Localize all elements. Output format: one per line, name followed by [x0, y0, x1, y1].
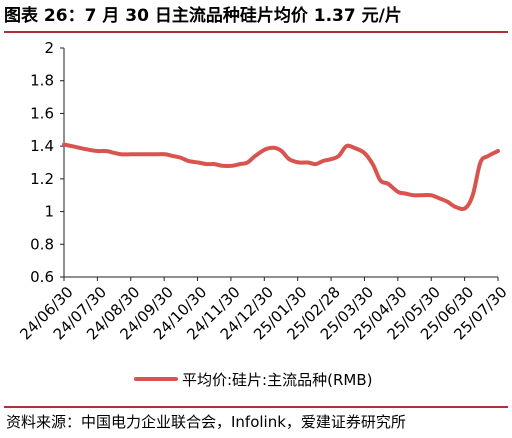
figure-title: 图表 26：7 月 30 日主流品种硅片均价 1.37 元/片	[4, 6, 402, 26]
y-tick-label: 1.2	[30, 170, 54, 188]
y-axis-tick-labels: 2 1.8 1.6 1.4 1.2 1 0.8 0.6	[30, 39, 64, 286]
figure-source: 资料来源：中国电力企业联合会，Infolink，爱建证券研究所	[6, 413, 406, 431]
y-tick-label: 0.6	[30, 268, 54, 286]
legend-label: 平均价:硅片:主流品种(RMB)	[182, 371, 372, 389]
x-axis-tick-labels: 24/06/3024/07/3024/08/3024/09/3024/10/30…	[16, 277, 511, 343]
y-tick-label: 2	[44, 39, 54, 57]
source-rule	[4, 406, 508, 408]
line-chart: 2 1.8 1.6 1.4 1.2 1 0.8 0.6 24/06/3024/07/3024/…	[16, 39, 511, 389]
y-tick-label: 1.6	[30, 104, 54, 122]
y-tick-label: 1	[44, 203, 54, 221]
series-line-wafer-price	[62, 142, 500, 212]
chart-axes	[63, 48, 498, 278]
y-tick-label: 1.4	[30, 137, 54, 155]
chart-series	[62, 142, 500, 212]
title-rule	[4, 31, 508, 33]
y-tick-label: 1.8	[30, 72, 54, 90]
chart-legend: 平均价:硅片:主流品种(RMB)	[134, 371, 372, 389]
y-tick-label: 0.8	[30, 235, 54, 253]
